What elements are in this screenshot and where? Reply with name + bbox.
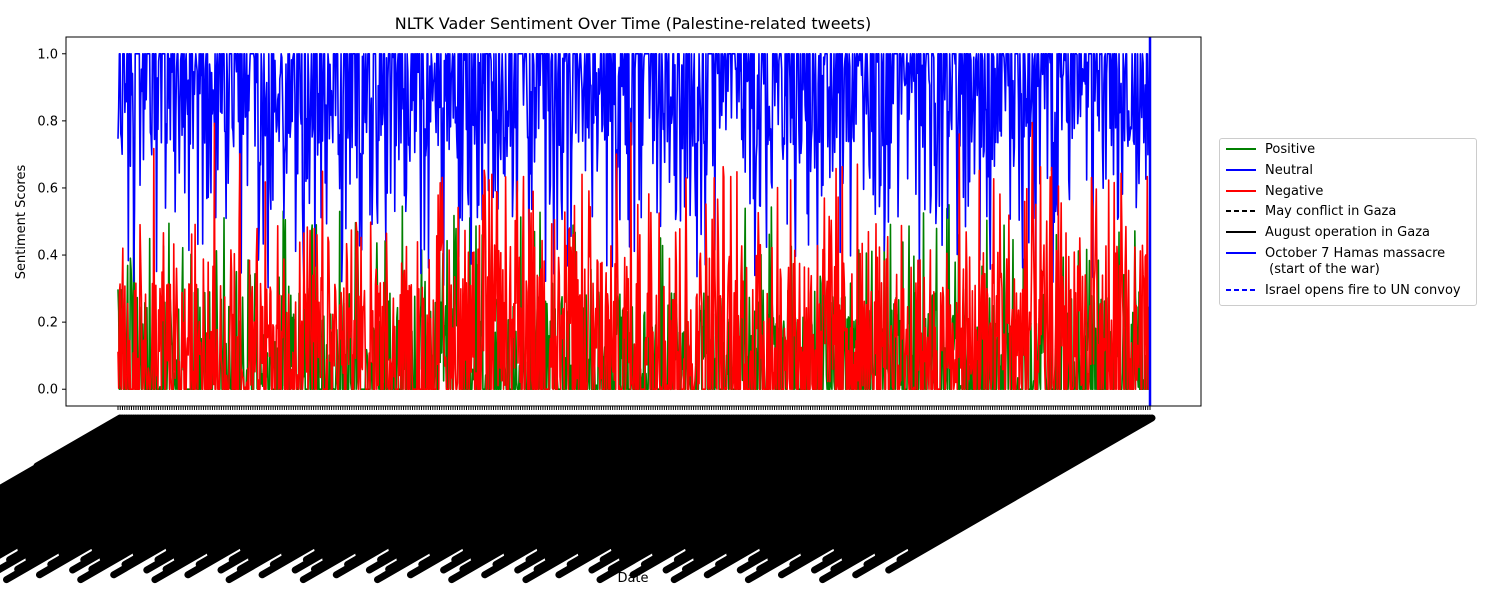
legend-item: October 7 Hamas massacre (start of the w… [1226,246,1470,283]
legend-swatch [1226,231,1256,234]
series-layer [117,52,1151,391]
legend-item: Positive [1226,142,1470,163]
legend-item: Negative [1226,184,1470,205]
legend-item: May conflict in Gaza [1226,204,1470,225]
series-line-negative [117,121,1151,391]
legend-item: August operation in Gaza [1226,225,1470,246]
y-tick-label: 1.0 [37,47,58,62]
y-axis-label: Sentiment Scores [14,165,29,280]
legend-swatch [1226,251,1256,254]
x-axis-label: Date [617,571,648,586]
series-line-neutral [117,52,1151,289]
legend-label: August operation in Gaza [1265,225,1430,241]
chart-title: NLTK Vader Sentiment Over Time (Palestin… [395,14,871,33]
legend-swatch [1226,189,1256,192]
y-tick-label: 0.6 [37,181,58,196]
legend-swatch [1226,148,1256,150]
plot-frame [65,36,1202,407]
legend-label: Neutral [1265,162,1313,178]
legend-item: Neutral [1226,163,1470,184]
y-axis: 0.0 0.2 0.4 0.6 0.8 1.0 [37,47,66,398]
y-tick-label: 0.8 [37,114,58,129]
legend-label: Negative [1265,183,1324,199]
legend-label: Israel opens fire to UN convoy [1265,282,1461,298]
chart-legend: Positive Neutral Negative May conflict in G… [1219,138,1477,306]
legend-swatch [1226,168,1256,171]
plot-series [117,37,1152,406]
legend-label: May conflict in Gaza [1265,204,1397,220]
x-tick-marks [117,406,1151,410]
legend-swatch [1226,288,1256,291]
legend-swatch [1226,210,1256,213]
x-tick-labels [0,406,1156,584]
y-tick-label: 0.0 [37,383,58,398]
legend-label: Positive [1265,142,1316,157]
legend-label: October 7 Hamas massacre (start of the w… [1265,245,1446,277]
y-tick-label: 0.2 [37,316,58,331]
legend-item: Israel opens fire to UN convoy [1226,283,1470,304]
x-tick-label-mass [0,414,1156,584]
y-tick-label: 0.4 [37,249,58,264]
